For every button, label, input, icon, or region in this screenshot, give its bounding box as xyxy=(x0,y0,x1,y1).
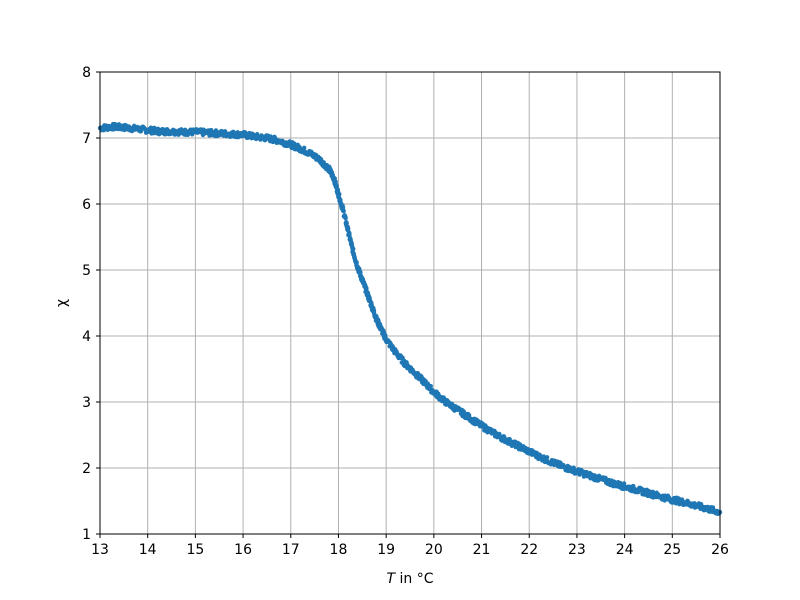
y-tick-label: 2 xyxy=(82,461,91,477)
data-point xyxy=(341,208,346,214)
x-tick-label: 18 xyxy=(330,542,348,558)
x-axis-label-symbol: T xyxy=(386,571,396,587)
data-point xyxy=(544,455,550,460)
y-tick-label: 7 xyxy=(82,131,91,147)
data-point xyxy=(302,145,307,151)
data-point xyxy=(354,260,359,265)
x-tick-label: 23 xyxy=(568,542,586,558)
x-tick-label: 13 xyxy=(91,542,109,558)
data-point xyxy=(334,183,339,189)
x-tick-label: 15 xyxy=(186,542,204,558)
x-tick-label: 20 xyxy=(425,542,443,558)
y-tick-label: 5 xyxy=(82,263,91,279)
x-tick-label: 16 xyxy=(234,542,252,558)
x-tick-label: 17 xyxy=(282,542,300,558)
y-tick-label: 3 xyxy=(82,395,91,411)
x-tick-label: 19 xyxy=(377,542,395,558)
y-axis-label: χ xyxy=(54,299,70,307)
data-point xyxy=(268,134,273,139)
x-tick-label: 24 xyxy=(616,542,634,558)
data-point xyxy=(182,127,188,132)
x-tick-label: 25 xyxy=(663,542,681,558)
x-axis-label: T in °C xyxy=(386,571,433,587)
data-points xyxy=(97,121,723,517)
grid xyxy=(99,71,721,535)
x-axis-label-unit: in °C xyxy=(395,571,434,587)
x-tick-label: 14 xyxy=(139,542,157,558)
x-tick-label: 21 xyxy=(473,542,491,558)
data-point xyxy=(337,191,342,197)
data-point xyxy=(343,215,348,221)
y-tick-label: 8 xyxy=(82,65,91,81)
data-point xyxy=(351,246,356,251)
y-tick-label: 1 xyxy=(82,527,91,543)
x-tick-label: 22 xyxy=(520,542,538,558)
data-point xyxy=(428,383,434,389)
data-point xyxy=(344,221,349,226)
plot-frame xyxy=(99,71,721,535)
data-point xyxy=(507,436,512,442)
data-point xyxy=(346,226,351,231)
data-point xyxy=(364,286,369,291)
x-tick-label: 26 xyxy=(711,542,729,558)
y-tick-label: 6 xyxy=(82,197,91,213)
y-tick-label: 4 xyxy=(82,329,91,345)
